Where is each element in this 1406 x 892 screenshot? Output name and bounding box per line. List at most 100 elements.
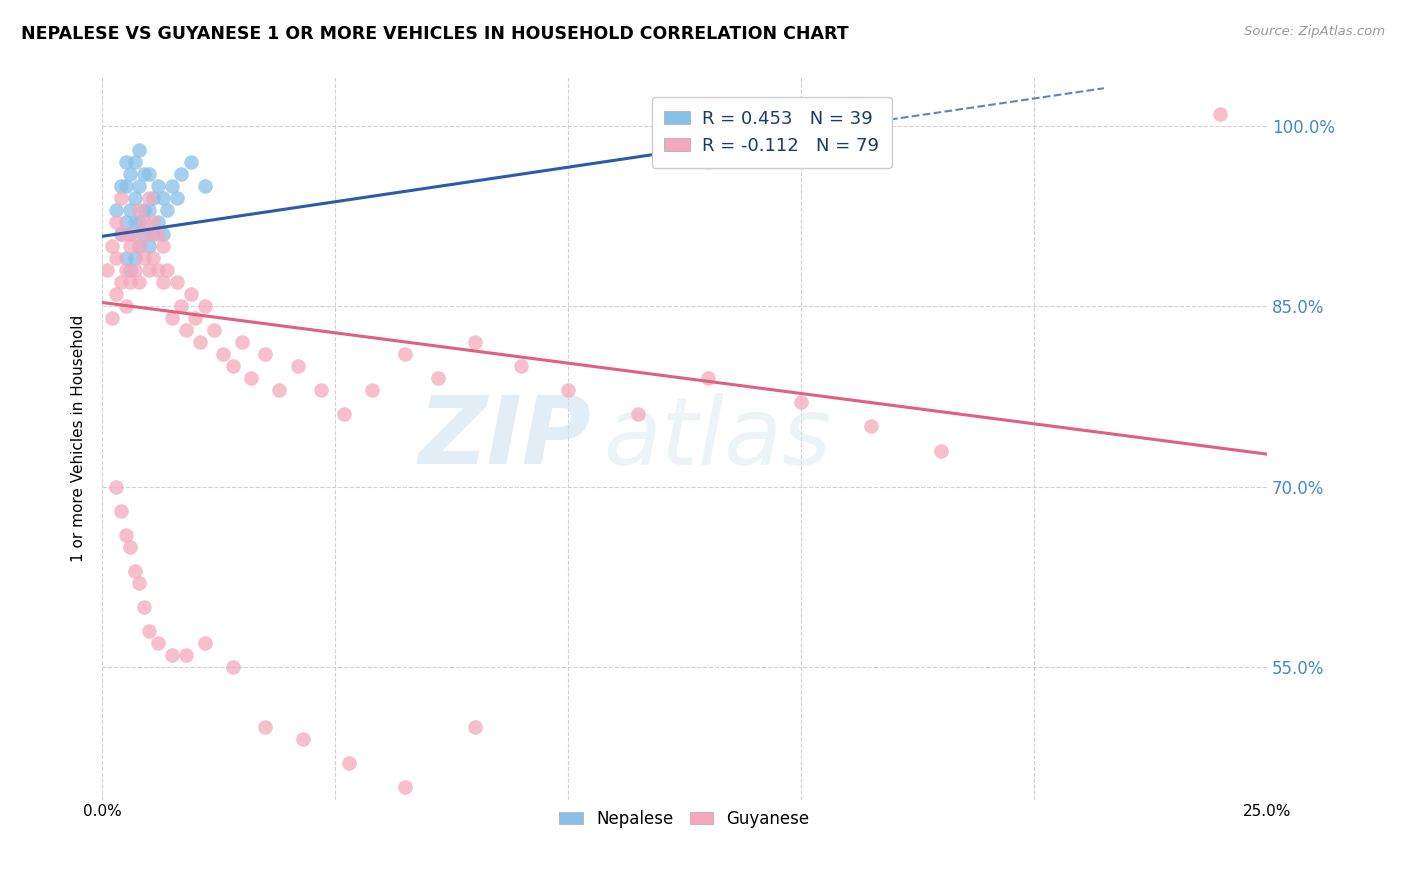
Point <box>124 215 146 229</box>
Point <box>254 347 277 361</box>
Point <box>146 178 169 193</box>
Point <box>361 384 384 398</box>
Point <box>128 239 150 253</box>
Point <box>120 540 142 554</box>
Point <box>134 599 156 614</box>
Point <box>180 154 202 169</box>
Point <box>114 178 136 193</box>
Point <box>142 227 165 241</box>
Point <box>114 251 136 265</box>
Point <box>627 408 650 422</box>
Point <box>138 624 160 638</box>
Point <box>180 287 202 301</box>
Y-axis label: 1 or more Vehicles in Household: 1 or more Vehicles in Household <box>72 315 86 562</box>
Point <box>744 119 766 133</box>
Point <box>134 215 156 229</box>
Point <box>174 323 197 337</box>
Point <box>100 239 122 253</box>
Point <box>134 227 156 241</box>
Point <box>134 251 156 265</box>
Legend: Nepalese, Guyanese: Nepalese, Guyanese <box>553 803 817 835</box>
Point <box>114 299 136 313</box>
Text: Source: ZipAtlas.com: Source: ZipAtlas.com <box>1244 25 1385 38</box>
Point <box>128 575 150 590</box>
Point <box>333 408 356 422</box>
Point <box>128 239 150 253</box>
Point <box>221 359 243 374</box>
Point <box>291 732 314 747</box>
Point <box>120 202 142 217</box>
Point <box>240 371 263 385</box>
Point <box>114 528 136 542</box>
Point <box>146 263 169 277</box>
Point <box>110 227 132 241</box>
Point <box>557 384 579 398</box>
Point <box>170 299 193 313</box>
Point <box>269 384 291 398</box>
Point <box>105 480 128 494</box>
Point <box>120 239 142 253</box>
Point <box>337 756 360 771</box>
Point <box>156 263 179 277</box>
Point <box>166 191 188 205</box>
Point <box>146 215 169 229</box>
Point <box>309 384 332 398</box>
Point <box>105 202 128 217</box>
Point <box>394 347 416 361</box>
Point <box>134 202 156 217</box>
Text: atlas: atlas <box>603 393 831 484</box>
Point <box>464 335 486 350</box>
Point <box>170 167 193 181</box>
Point <box>124 227 146 241</box>
Point <box>152 239 174 253</box>
Point <box>124 564 146 578</box>
Point <box>105 287 128 301</box>
Point <box>138 239 160 253</box>
Point <box>221 660 243 674</box>
Point <box>152 227 174 241</box>
Point <box>929 443 952 458</box>
Point <box>152 191 174 205</box>
Point <box>120 227 142 241</box>
Point <box>142 215 165 229</box>
Point <box>114 154 136 169</box>
Point <box>696 154 718 169</box>
Point <box>510 359 533 374</box>
Point <box>134 167 156 181</box>
Point <box>152 275 174 289</box>
Point <box>138 202 160 217</box>
Point <box>128 275 150 289</box>
Point <box>124 251 146 265</box>
Point <box>394 780 416 795</box>
Point <box>124 263 146 277</box>
Point <box>160 648 183 662</box>
Point <box>194 636 217 650</box>
Point <box>202 323 225 337</box>
Point <box>110 504 132 518</box>
Point <box>146 227 169 241</box>
Point <box>138 227 160 241</box>
Point <box>254 720 277 734</box>
Point <box>212 347 235 361</box>
Point <box>160 311 183 326</box>
Point <box>114 227 136 241</box>
Point <box>120 167 142 181</box>
Point <box>142 191 165 205</box>
Point <box>110 227 132 241</box>
Point <box>110 178 132 193</box>
Point <box>790 395 813 409</box>
Point <box>287 359 309 374</box>
Point <box>96 263 118 277</box>
Point <box>138 263 160 277</box>
Point <box>194 178 217 193</box>
Point <box>142 251 165 265</box>
Point <box>160 178 183 193</box>
Point <box>156 202 179 217</box>
Point <box>174 648 197 662</box>
Point <box>138 191 160 205</box>
Point <box>128 178 150 193</box>
Point <box>166 275 188 289</box>
Point <box>100 311 122 326</box>
Point <box>114 215 136 229</box>
Point <box>184 311 207 326</box>
